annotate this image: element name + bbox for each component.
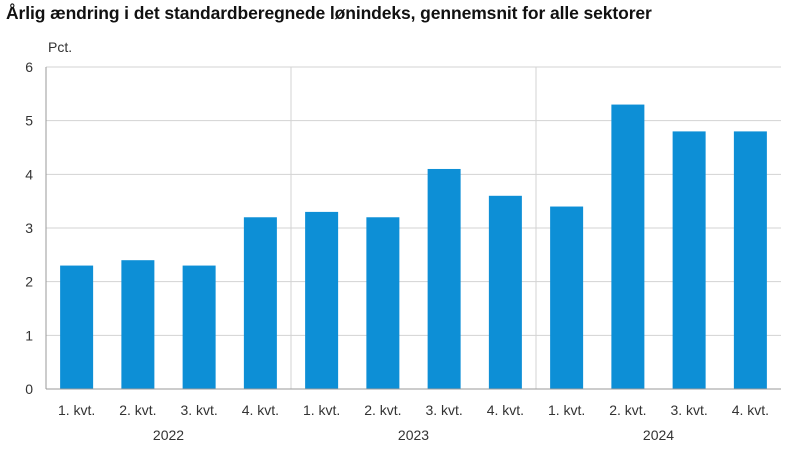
bar-9: [550, 206, 584, 389]
y-tick-label-1: 1: [25, 327, 33, 343]
y-tick-label-2: 2: [25, 274, 33, 290]
x-tick-label-4: 4. kvt.: [242, 402, 279, 418]
x-group-label-2024: 2024: [643, 427, 674, 443]
bar-1: [60, 265, 94, 389]
axes: [45, 67, 781, 390]
bar-12: [733, 131, 767, 389]
bar-3: [182, 265, 216, 389]
bar-7: [427, 168, 461, 389]
y-tick-label-0: 0: [25, 381, 33, 397]
x-group-label-2022: 2022: [153, 427, 184, 443]
x-tick-label-6: 2. kvt.: [364, 402, 401, 418]
x-tick-label-7: 3. kvt.: [425, 402, 462, 418]
x-tick-label-1: 1. kvt.: [58, 402, 95, 418]
bar-8: [488, 195, 522, 389]
bar-5: [305, 211, 339, 389]
x-tick-label-3: 3. kvt.: [180, 402, 217, 418]
x-tick-label-8: 4. kvt.: [487, 402, 524, 418]
y-axis-unit-label: Pct.: [48, 39, 72, 55]
y-tick-label-6: 6: [25, 59, 33, 75]
bar-10: [611, 104, 645, 390]
bars: [60, 104, 767, 390]
labels: Pct. 0 1 2 3 4 5 6 1. kvt. 2. kvt. 3. kvt. 4. kvt.…: [25, 39, 769, 443]
bar-11: [672, 131, 706, 389]
bar-4: [243, 217, 277, 389]
bar-6: [366, 217, 400, 389]
y-tick-label-3: 3: [25, 220, 33, 236]
x-tick-label-11: 3. kvt.: [670, 402, 707, 418]
x-tick-label-10: 2. kvt.: [609, 402, 646, 418]
gridlines: [46, 66, 781, 389]
bar-2: [121, 260, 155, 389]
chart-title: Årlig ændring i det standardberegnede lø…: [6, 3, 652, 23]
y-tick-label-4: 4: [25, 166, 33, 182]
x-tick-label-9: 1. kvt.: [548, 402, 585, 418]
x-tick-label-5: 1. kvt.: [303, 402, 340, 418]
x-tick-label-2: 2. kvt.: [119, 402, 156, 418]
y-tick-label-5: 5: [25, 113, 33, 129]
x-tick-label-12: 4. kvt.: [732, 402, 769, 418]
x-group-label-2023: 2023: [398, 427, 429, 443]
